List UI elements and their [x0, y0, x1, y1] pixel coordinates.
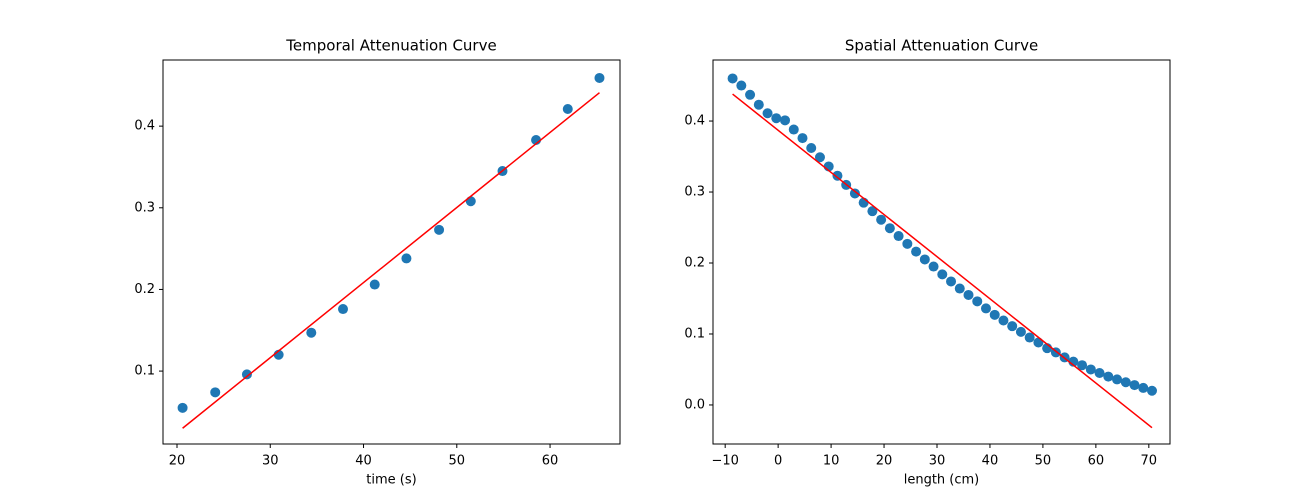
point [884, 223, 895, 234]
y-tick-label: 0.1 [134, 364, 155, 379]
point [338, 304, 349, 315]
point [832, 170, 843, 181]
point [1120, 377, 1131, 388]
point [736, 80, 747, 91]
point [814, 152, 825, 163]
point [1112, 374, 1123, 385]
fit-line [732, 93, 1153, 429]
fit-line [182, 92, 600, 429]
y-tick-label: 0.4 [134, 119, 155, 134]
x-tick-label: 0 [774, 454, 782, 469]
y-tick-label: 0.1 [684, 326, 705, 341]
x-tick-label: 40 [355, 454, 372, 469]
point [1085, 364, 1096, 375]
point [954, 283, 965, 294]
point [762, 108, 773, 119]
y-tick-label: 0.0 [684, 397, 705, 412]
point [780, 115, 791, 126]
y-tick-label: 0.4 [684, 114, 705, 129]
x-tick-label: 50 [1035, 454, 1052, 469]
x-axis-label: time (s) [366, 473, 416, 488]
point [928, 261, 939, 272]
point [753, 99, 764, 110]
point [989, 309, 1000, 320]
x-tick-label: 30 [262, 454, 279, 469]
point [1024, 332, 1035, 343]
point [562, 103, 573, 114]
point [972, 296, 983, 307]
x-tick-label: 10 [823, 454, 840, 469]
x-tick-label: 30 [929, 454, 946, 469]
x-tick-label: 50 [449, 454, 466, 469]
point [937, 269, 948, 280]
point [306, 327, 317, 338]
axes-frame [712, 59, 1171, 445]
y-tick-label: 0.3 [684, 185, 705, 200]
point [963, 289, 974, 300]
point [401, 253, 412, 264]
axes-frame [162, 59, 621, 445]
y-tick-label: 0.3 [134, 200, 155, 215]
point [919, 254, 930, 265]
point [867, 206, 878, 217]
point [594, 72, 605, 83]
point [369, 279, 380, 290]
x-tick-label: 40 [982, 454, 999, 469]
point [806, 143, 817, 154]
point [849, 188, 860, 199]
x-tick-label: 20 [169, 454, 186, 469]
x-tick-label: 20 [876, 454, 893, 469]
x-axis-label: length (cm) [904, 473, 980, 488]
point [1129, 380, 1140, 391]
point [465, 196, 476, 207]
point [1146, 385, 1157, 396]
x-tick-label: 70 [1141, 454, 1158, 469]
x-tick-label: 60 [1088, 454, 1105, 469]
point [1033, 337, 1044, 348]
point [434, 224, 445, 235]
chart-title: Spatial Attenuation Curve [845, 37, 1038, 55]
point [177, 402, 188, 413]
point [980, 303, 991, 314]
point [1007, 321, 1018, 332]
y-tick-label: 0.2 [684, 256, 705, 271]
point [911, 246, 922, 257]
point [210, 387, 221, 398]
point [727, 73, 738, 84]
point [788, 124, 799, 135]
point [797, 133, 808, 144]
point [1138, 382, 1149, 393]
point [893, 231, 904, 242]
x-tick-label: 60 [542, 454, 559, 469]
point [1077, 360, 1088, 371]
x-tick-label: −10 [711, 454, 738, 469]
y-tick-label: 0.2 [134, 282, 155, 297]
point [1103, 371, 1114, 382]
point [1068, 356, 1079, 367]
point [745, 89, 756, 100]
point [241, 369, 252, 380]
point [998, 315, 1009, 326]
point [902, 238, 913, 249]
point [771, 113, 782, 124]
chart-title: Temporal Attenuation Curve [285, 37, 496, 55]
point [876, 214, 887, 225]
point [1015, 326, 1026, 337]
point [1094, 368, 1105, 379]
point [946, 276, 957, 287]
